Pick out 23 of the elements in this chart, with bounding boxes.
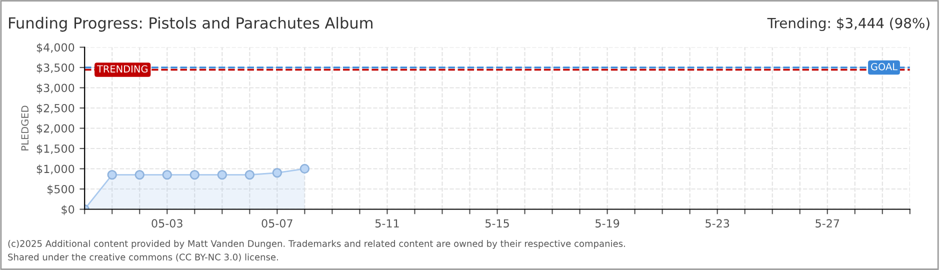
y-tick-label: $4,000	[36, 43, 74, 54]
text: Trending: $3,444 (98%)	[767, 18, 930, 32]
ref-line-label: GOAL	[871, 62, 898, 70]
ref-line-label: TRENDING	[96, 65, 148, 73]
y-tick-label: $1,500	[36, 144, 74, 154]
x-tick-label: 5-27	[816, 219, 840, 228]
y-tick-label: $3,000	[36, 84, 74, 94]
text: Shared under the creative commons (CC BY-NC 3.0) license.	[8, 253, 278, 262]
x-tick-label: 5-23	[706, 219, 730, 228]
x-tick-label: 5-15	[486, 219, 509, 228]
y-tick-label: $2,000	[36, 124, 74, 134]
y-tick-label: $2,500	[36, 104, 74, 114]
y-tick-label: $3,500	[36, 63, 74, 74]
chart-title: Funding Progress: Pistols and Parachutes Album	[9, 16, 372, 32]
text: (c)2025 Additional content provided by Matt Vanden Dungen. Trademarks and related content are owned by their respective companies.	[8, 240, 625, 249]
y-axis-title: PLEDGED	[21, 106, 29, 150]
y-tick-label: $500	[48, 184, 74, 195]
y-tick-label: $1,000	[36, 164, 74, 175]
x-tick-label: 5-11	[375, 219, 399, 228]
x-tick-label: 05-03	[152, 219, 182, 228]
y-tick-label: $0	[62, 205, 74, 216]
x-tick-label: 5-19	[596, 219, 620, 228]
x-tick-label: 05-07	[262, 219, 292, 228]
